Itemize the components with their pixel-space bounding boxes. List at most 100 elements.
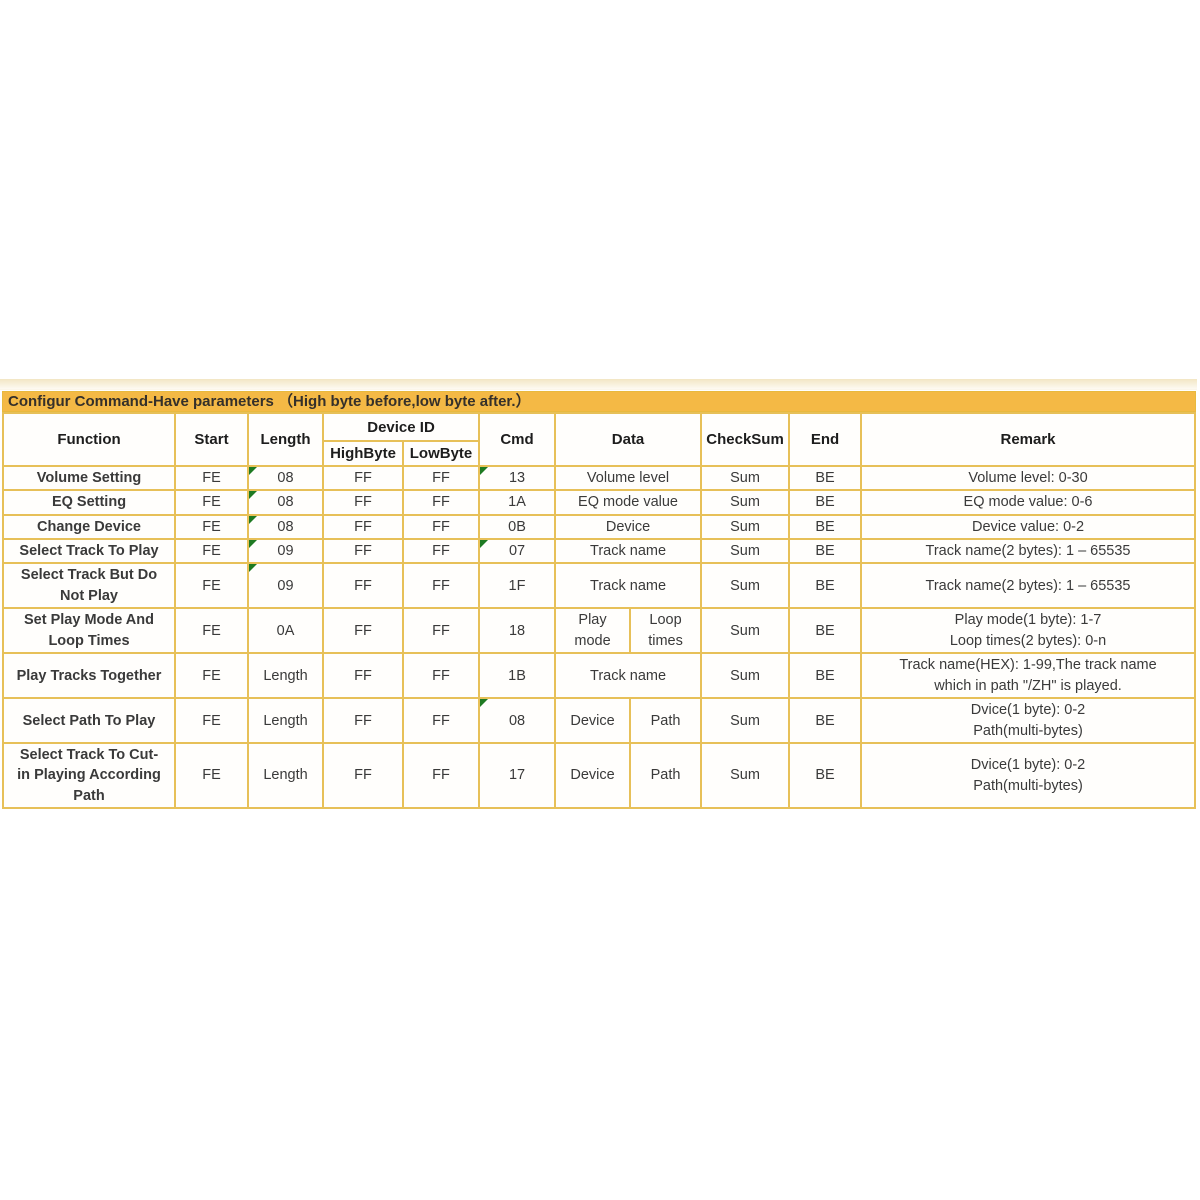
cell-cmd-value: 07 xyxy=(508,542,526,559)
col-header-end: End xyxy=(788,412,863,467)
cell-function: Change Device xyxy=(2,513,176,540)
cell-data-b: Path xyxy=(629,742,703,810)
cell-highbyte: FF xyxy=(322,537,404,565)
cell-data: Track name xyxy=(554,537,703,565)
col-header-start: Start xyxy=(174,412,249,467)
cell-function: Select Track But Do Not Play xyxy=(2,562,176,610)
command-table-container: Configur Command-Have parameters （High b… xyxy=(2,391,1196,810)
cell-lowbyte: FF xyxy=(401,742,481,810)
cell-length: 08 xyxy=(247,513,324,540)
cell-data-a: Device xyxy=(554,742,632,810)
table-row: Volume Setting FE 08 FF FF 13 Volume lev… xyxy=(2,464,1196,492)
cell-highbyte: FF xyxy=(322,464,404,492)
cell-remark: Device value: 0-2 xyxy=(860,513,1196,540)
cell-lowbyte: FF xyxy=(401,562,481,610)
cell-lowbyte: FF xyxy=(401,464,481,492)
cell-cmd: 08 xyxy=(478,697,557,745)
cell-start: FE xyxy=(174,537,249,565)
col-header-function: Function xyxy=(2,412,176,467)
error-triangle-icon xyxy=(481,468,489,475)
cell-end: BE xyxy=(788,489,863,516)
cell-function: Play Tracks Together xyxy=(2,652,176,700)
faded-row-remnant xyxy=(0,379,1197,390)
cell-end: BE xyxy=(788,742,863,810)
col-header-cmd: Cmd xyxy=(478,412,557,467)
cell-function: EQ Setting xyxy=(2,489,176,516)
cell-end: BE xyxy=(788,607,863,655)
cell-data: Volume level xyxy=(554,464,703,492)
cell-end: BE xyxy=(788,513,863,540)
error-triangle-icon xyxy=(250,565,257,573)
cell-highbyte: FF xyxy=(322,562,404,610)
cell-remark: Track name(HEX): 1-99,The track name whi… xyxy=(860,652,1196,700)
cell-end: BE xyxy=(788,537,863,565)
cell-data-b: Loop times xyxy=(629,607,703,655)
cell-start: FE xyxy=(174,652,249,700)
cell-end: BE xyxy=(788,464,863,492)
cell-length: 08 xyxy=(247,489,324,516)
col-header-highbyte: HighByte xyxy=(322,440,404,467)
col-header-lowbyte: LowByte xyxy=(401,440,481,467)
cell-data-a: Play mode xyxy=(554,607,632,655)
cell-cmd: 1B xyxy=(478,652,557,700)
cell-checksum: Sum xyxy=(700,513,791,540)
error-triangle-icon xyxy=(481,700,489,708)
cell-cmd: 18 xyxy=(478,607,557,655)
cell-function: Select Path To Play xyxy=(2,697,176,745)
cell-checksum: Sum xyxy=(700,562,791,610)
cell-remark: EQ mode value: 0-6 xyxy=(860,489,1196,516)
cell-cmd-value: 08 xyxy=(508,712,526,729)
table-row: Set Play Mode And Loop Times FE 0A FF FF… xyxy=(2,607,1196,655)
cell-function: Select Track To Cut- in Playing Accordin… xyxy=(2,742,176,810)
cell-length: 09 xyxy=(247,537,324,565)
configure-command-table: Function Start Length Device ID Cmd Data… xyxy=(2,412,1196,810)
cell-length: Length xyxy=(247,652,324,700)
cell-remark: Dvice(1 byte): 0-2 Path(multi-bytes) xyxy=(860,742,1196,810)
cell-checksum: Sum xyxy=(700,652,791,700)
cell-lowbyte: FF xyxy=(401,607,481,655)
error-triangle-icon xyxy=(250,468,257,475)
error-triangle-icon xyxy=(250,516,257,524)
col-header-checksum: CheckSum xyxy=(700,412,791,467)
cell-data: Track name xyxy=(554,562,703,610)
cell-lowbyte: FF xyxy=(401,513,481,540)
cell-length-value: 08 xyxy=(277,470,294,486)
cell-length-value: 08 xyxy=(277,518,294,535)
table-row: Select Track But Do Not Play FE 09 FF FF… xyxy=(2,562,1196,610)
cell-start: FE xyxy=(174,607,249,655)
cell-checksum: Sum xyxy=(700,489,791,516)
cell-remark: Play mode(1 byte): 1-7 Loop times(2 byte… xyxy=(860,607,1196,655)
cell-remark: Track name(2 bytes): 1 – 65535 xyxy=(860,562,1196,610)
cell-data-a: Device xyxy=(554,697,632,745)
cell-remark: Volume level: 0-30 xyxy=(860,464,1196,492)
cell-start: FE xyxy=(174,513,249,540)
cell-cmd: 1F xyxy=(478,562,557,610)
table-row: Play Tracks Together FE Length FF FF 1B … xyxy=(2,652,1196,700)
cell-highbyte: FF xyxy=(322,652,404,700)
cell-length-value: 09 xyxy=(277,542,294,559)
cell-lowbyte: FF xyxy=(401,697,481,745)
cell-checksum: Sum xyxy=(700,537,791,565)
cell-checksum: Sum xyxy=(700,742,791,810)
cell-cmd-value: 13 xyxy=(508,470,526,486)
header-row-1: Function Start Length Device ID Cmd Data… xyxy=(2,412,1196,467)
cell-start: FE xyxy=(174,697,249,745)
cell-length: Length xyxy=(247,697,324,745)
error-triangle-icon xyxy=(250,492,257,500)
cell-highbyte: FF xyxy=(322,742,404,810)
cell-end: BE xyxy=(788,562,863,610)
cell-cmd: 13 xyxy=(478,464,557,492)
cell-function: Volume Setting xyxy=(2,464,176,492)
cell-end: BE xyxy=(788,652,863,700)
cell-length-value: 09 xyxy=(277,577,294,594)
cell-data: EQ mode value xyxy=(554,489,703,516)
error-triangle-icon xyxy=(250,540,257,548)
cell-length: 0A xyxy=(247,607,324,655)
cell-start: FE xyxy=(174,562,249,610)
col-header-length: Length xyxy=(247,412,324,467)
cell-remark: Dvice(1 byte): 0-2 Path(multi-bytes) xyxy=(860,697,1196,745)
col-header-remark: Remark xyxy=(860,412,1196,467)
cell-cmd: 0B xyxy=(478,513,557,540)
cell-cmd: 17 xyxy=(478,742,557,810)
cell-lowbyte: FF xyxy=(401,489,481,516)
